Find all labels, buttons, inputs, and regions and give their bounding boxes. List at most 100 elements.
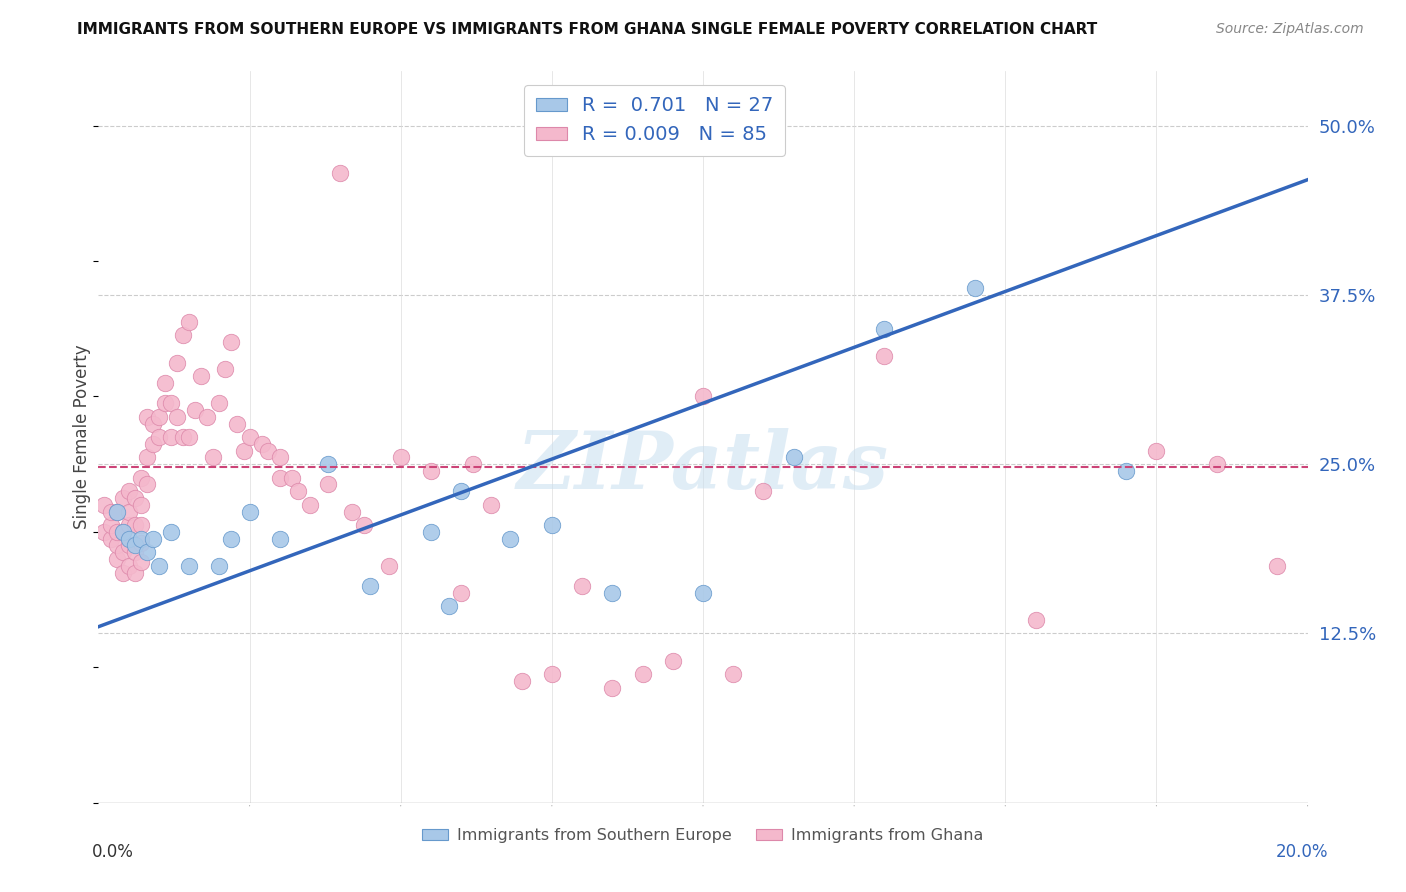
Point [111,566,134,580]
Point [105,552,128,566]
Point [256,443,278,458]
Text: 0.0%: 0.0% [91,843,134,861]
Point [153,396,176,410]
Point [135,450,157,465]
Point [124,538,146,552]
Point [316,477,339,491]
Point [873,322,896,336]
Point [420,524,443,539]
Point [420,464,443,478]
Point [100,532,122,546]
Point [179,558,201,573]
Point [166,355,188,369]
Point [463,457,485,471]
Point [129,532,152,546]
Point [498,532,520,546]
Point [269,532,291,546]
Point [179,315,201,329]
Point [160,396,183,410]
Point [118,558,141,573]
Point [540,518,562,533]
Point [389,450,412,465]
Point [692,389,714,403]
Point [124,566,146,580]
Point [105,538,128,552]
Point [172,328,194,343]
Point [124,518,146,533]
Point [232,443,254,458]
Point [111,545,134,559]
Point [316,457,339,471]
Point [190,369,212,384]
Point [214,362,236,376]
Point [450,484,472,499]
Point [129,471,152,485]
Point [129,535,152,549]
Point [1115,464,1137,478]
Point [353,518,375,533]
Point [602,586,624,600]
Point [135,409,157,424]
Point [184,403,207,417]
Point [202,450,225,465]
Point [631,667,654,681]
Text: ZIPatlas: ZIPatlas [517,427,889,505]
Point [142,437,165,451]
Point [287,484,309,499]
Point [342,505,364,519]
Point [160,524,183,539]
Point [269,450,291,465]
Point [111,491,134,505]
Point [105,524,128,539]
Point [269,471,291,485]
Point [118,505,141,519]
Text: IMMIGRANTS FROM SOUTHERN EUROPE VS IMMIGRANTS FROM GHANA SINGLE FEMALE POVERTY C: IMMIGRANTS FROM SOUTHERN EUROPE VS IMMIG… [77,22,1098,37]
Point [118,484,141,499]
Point [105,505,128,519]
Point [783,450,806,465]
Point [239,505,262,519]
Point [661,654,683,668]
Point [160,430,183,444]
Point [377,558,399,573]
Point [111,524,134,539]
Point [281,471,304,485]
Point [226,417,249,431]
Point [142,532,165,546]
Point [540,667,562,681]
Point [148,558,170,573]
Point [221,532,243,546]
Point [172,430,194,444]
Point [166,409,188,424]
Point [723,667,745,681]
Point [1024,613,1046,627]
Point [208,396,231,410]
Point [450,586,472,600]
Point [481,498,503,512]
Point [129,555,152,569]
Point [437,599,460,614]
Point [873,349,896,363]
Point [965,281,987,295]
Point [329,166,352,180]
Point [142,417,165,431]
Point [118,532,141,546]
Point [179,430,201,444]
Point [100,505,122,519]
Point [118,538,141,552]
Point [100,518,122,533]
Point [571,579,593,593]
Point [299,498,322,512]
Point [195,409,218,424]
Point [221,335,243,350]
Point [105,505,128,519]
Point [135,477,157,491]
Text: 20.0%: 20.0% [1277,843,1329,861]
Text: Source: ZipAtlas.com: Source: ZipAtlas.com [1216,22,1364,37]
Point [124,545,146,559]
Point [93,524,115,539]
Point [692,586,714,600]
Point [1267,558,1289,573]
Point [118,518,141,533]
Point [752,484,775,499]
